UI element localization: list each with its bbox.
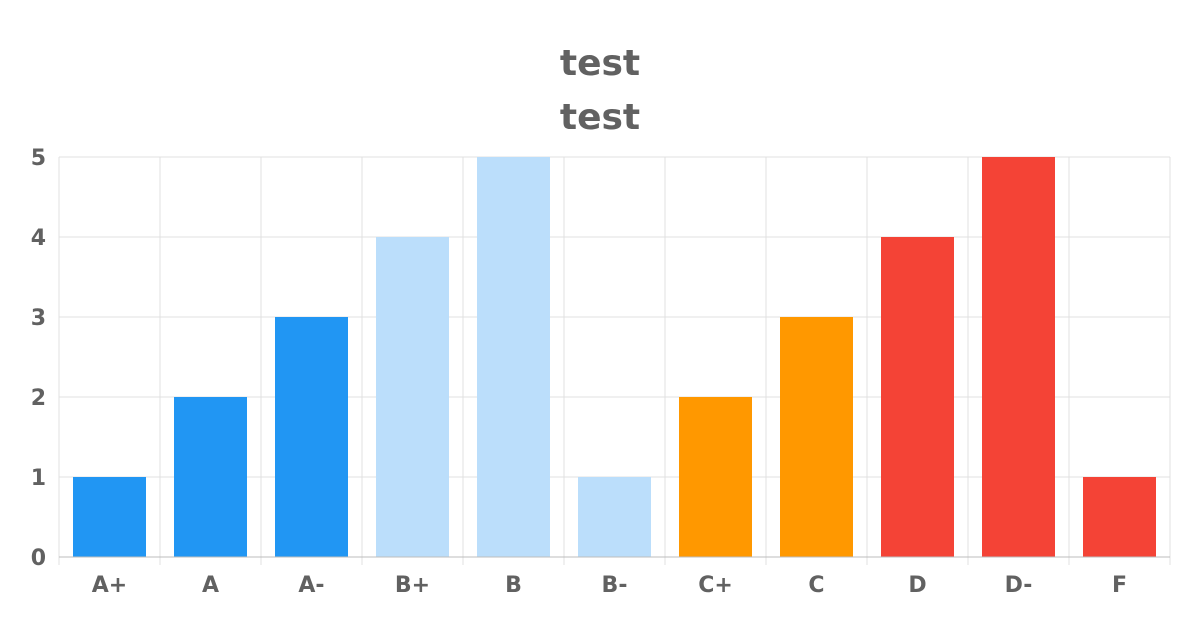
x-tick-label: D-: [1005, 573, 1033, 598]
bar-B+: [376, 237, 449, 557]
bar-B: [477, 157, 550, 557]
y-tick-label: 4: [31, 226, 46, 251]
chart-subtitle: test: [559, 97, 641, 138]
bar-D-: [982, 157, 1055, 557]
x-tick-label: B: [505, 573, 522, 598]
x-tick-label: A+: [92, 573, 127, 598]
y-tick-label: 2: [31, 386, 46, 411]
chart-title: test: [559, 43, 641, 84]
y-tick-label: 3: [31, 306, 46, 331]
y-tick-label: 0: [31, 546, 46, 571]
x-tick-label: F: [1112, 573, 1127, 598]
x-tick-label: B-: [602, 573, 628, 598]
bar-B-: [578, 477, 651, 557]
x-tick-label: B+: [395, 573, 430, 598]
bar-A: [174, 397, 247, 557]
x-tick-label: C+: [698, 573, 733, 598]
bar-C: [780, 317, 853, 557]
bar-D: [881, 237, 954, 557]
x-tick-label: A: [202, 573, 219, 598]
bar-F: [1083, 477, 1156, 557]
y-tick-label: 5: [31, 146, 46, 171]
bar-C+: [679, 397, 752, 557]
bar-A+: [73, 477, 146, 557]
x-tick-label: D: [908, 573, 926, 598]
bar-A-: [275, 317, 348, 557]
x-tick-label: C: [808, 573, 824, 598]
y-tick-label: 1: [31, 466, 46, 491]
x-tick-label: A-: [298, 573, 324, 598]
